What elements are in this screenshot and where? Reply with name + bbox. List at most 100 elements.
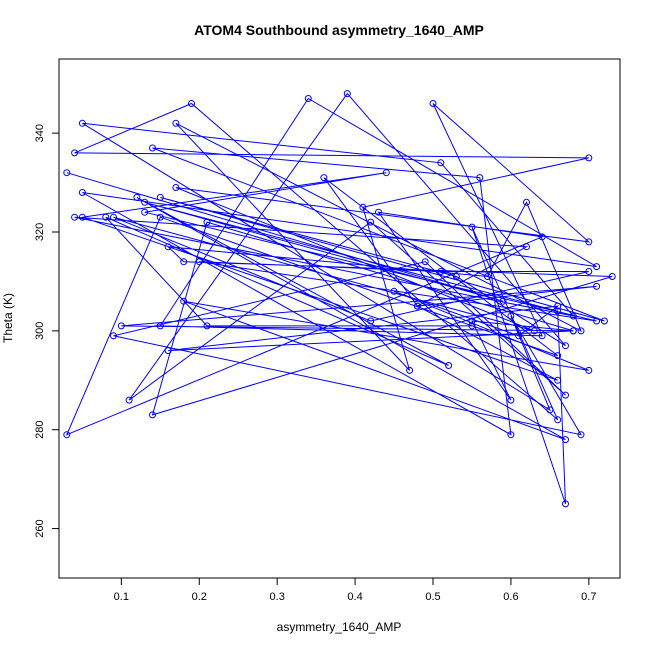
data-point bbox=[546, 406, 554, 414]
data-point bbox=[180, 297, 188, 305]
data-point bbox=[71, 213, 79, 221]
data-point bbox=[593, 263, 601, 271]
data-point bbox=[468, 223, 476, 231]
data-point bbox=[523, 243, 530, 251]
data-point bbox=[585, 238, 593, 246]
data-point bbox=[164, 243, 172, 251]
data-point bbox=[523, 198, 530, 206]
y-tick-label: 340 bbox=[34, 124, 46, 142]
y-tick-label: 300 bbox=[34, 322, 46, 340]
data-point bbox=[156, 322, 164, 330]
data-point bbox=[538, 332, 546, 340]
data-point bbox=[304, 95, 312, 102]
data-point bbox=[320, 174, 328, 182]
series-line bbox=[65, 92, 613, 505]
data-point bbox=[445, 362, 453, 369]
y-tick-label: 320 bbox=[34, 223, 46, 241]
data-point bbox=[562, 391, 569, 399]
x-tick-label: 0.2 bbox=[192, 591, 207, 603]
data-point bbox=[413, 302, 421, 310]
data-point bbox=[600, 317, 608, 325]
data-point bbox=[608, 273, 616, 280]
data-point bbox=[63, 169, 71, 177]
data-point bbox=[78, 119, 86, 127]
data-point bbox=[484, 273, 491, 280]
data-point bbox=[156, 213, 164, 221]
x-tick-label: 0.7 bbox=[581, 591, 596, 603]
data-point bbox=[577, 431, 585, 439]
x-tick-label: 0.1 bbox=[114, 591, 129, 603]
data-point bbox=[585, 366, 593, 374]
data-point bbox=[562, 500, 569, 508]
data-point bbox=[203, 322, 211, 330]
x-axis-label: asymmetry_1640_AMP bbox=[277, 620, 402, 634]
data-point bbox=[468, 322, 476, 330]
data-point bbox=[390, 287, 398, 295]
data-point bbox=[585, 268, 593, 275]
data-point bbox=[507, 312, 515, 320]
data-point bbox=[188, 100, 195, 107]
data-point bbox=[156, 193, 164, 201]
y-axis: 260 280 300 320 340 bbox=[34, 124, 60, 538]
data-point bbox=[429, 100, 437, 107]
data-point bbox=[562, 342, 569, 350]
data-point bbox=[569, 327, 577, 335]
data-point bbox=[367, 317, 375, 325]
data-point bbox=[149, 144, 156, 152]
data-point bbox=[133, 193, 141, 201]
data-point bbox=[468, 317, 476, 325]
data-point bbox=[554, 307, 562, 315]
y-axis-label: Theta (K) bbox=[1, 293, 15, 343]
data-point bbox=[554, 376, 562, 384]
data-point bbox=[577, 327, 585, 335]
data-point bbox=[554, 416, 562, 424]
data-point bbox=[476, 174, 484, 182]
data-point bbox=[203, 218, 211, 226]
data-point bbox=[569, 312, 577, 320]
data-point bbox=[437, 268, 445, 275]
data-point bbox=[554, 352, 562, 360]
data-point bbox=[585, 154, 593, 162]
data-point bbox=[125, 396, 133, 404]
data-point bbox=[507, 396, 515, 404]
data-point bbox=[538, 233, 546, 241]
y-tick-label: 280 bbox=[34, 421, 46, 439]
data-point bbox=[78, 213, 86, 221]
data-point bbox=[593, 282, 601, 290]
data-point bbox=[195, 258, 203, 266]
data-point bbox=[367, 218, 375, 226]
data-point bbox=[164, 347, 172, 355]
x-tick-label: 0.4 bbox=[347, 591, 362, 603]
data-point bbox=[554, 302, 562, 310]
data-point bbox=[110, 332, 117, 340]
data-point bbox=[63, 431, 71, 439]
data-point bbox=[149, 411, 156, 419]
data-point bbox=[515, 332, 523, 340]
data-point bbox=[172, 119, 180, 127]
x-tick-label: 0.6 bbox=[503, 591, 518, 603]
data-point bbox=[530, 327, 538, 335]
data-point bbox=[359, 203, 367, 211]
data-point bbox=[102, 213, 110, 221]
data-point bbox=[71, 149, 79, 157]
x-axis: 0.1 0.2 0.3 0.4 0.5 0.6 0.7 bbox=[114, 577, 596, 603]
data-point bbox=[406, 366, 414, 374]
data-series bbox=[63, 90, 616, 508]
data-point bbox=[117, 322, 125, 330]
data-point bbox=[499, 297, 507, 305]
x-tick-label: 0.3 bbox=[270, 591, 285, 603]
data-point bbox=[375, 208, 382, 216]
data-point bbox=[78, 189, 86, 196]
data-point bbox=[141, 208, 149, 216]
data-point bbox=[593, 317, 601, 325]
data-point bbox=[562, 436, 569, 444]
data-point bbox=[172, 184, 180, 191]
data-point bbox=[343, 90, 351, 98]
y-tick-label: 260 bbox=[34, 519, 46, 537]
data-point bbox=[382, 169, 390, 177]
data-point bbox=[437, 159, 445, 167]
data-point bbox=[507, 431, 515, 439]
chart-title: ATOM4 Southbound asymmetry_1640_AMP bbox=[194, 22, 484, 38]
data-point bbox=[110, 213, 117, 221]
